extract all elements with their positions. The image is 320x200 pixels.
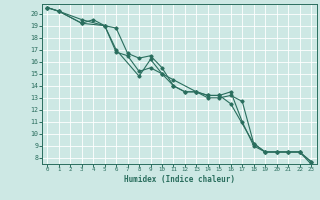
X-axis label: Humidex (Indice chaleur): Humidex (Indice chaleur) (124, 175, 235, 184)
